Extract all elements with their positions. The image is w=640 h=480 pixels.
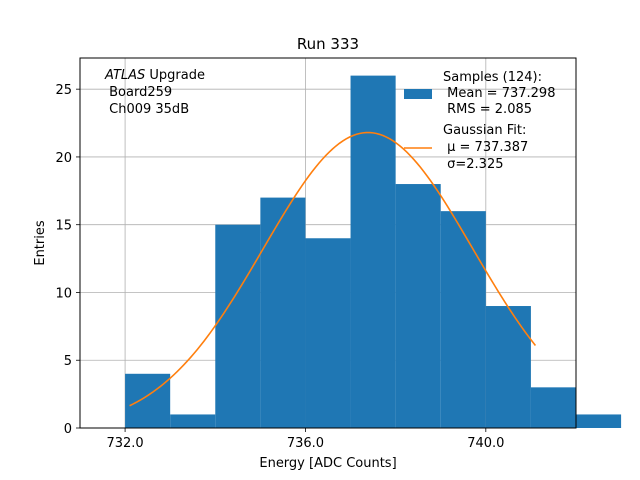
histogram-bar bbox=[305, 238, 351, 428]
y-tick-label: 20 bbox=[55, 151, 72, 166]
histogram-bar bbox=[395, 184, 441, 428]
y-axis-label: Entries bbox=[33, 220, 48, 266]
annotation-line-2: Board259 bbox=[105, 85, 172, 100]
legend-samples-rms: RMS = 2.085 bbox=[443, 102, 532, 117]
histogram-bar bbox=[350, 75, 396, 428]
legend-fit-mu: μ = 737.387 bbox=[443, 140, 528, 155]
y-tick-label: 15 bbox=[55, 219, 72, 234]
histogram-bar bbox=[576, 414, 622, 428]
ticks-layer: 732.0 736.0 740.0 0 5 10 15 20 25 bbox=[55, 83, 504, 451]
x-tick-label: 736.0 bbox=[287, 436, 324, 451]
legend-samples-mean: Mean = 737.298 bbox=[443, 86, 555, 101]
y-tick-label: 5 bbox=[64, 354, 72, 369]
legend: Samples (124): Mean = 737.298 RMS = 2.08… bbox=[404, 70, 555, 172]
histogram-bar bbox=[485, 306, 531, 428]
x-axis-label: Energy [ADC Counts] bbox=[259, 456, 396, 471]
chart-title: Run 333 bbox=[297, 35, 359, 53]
fit-layer bbox=[129, 131, 537, 407]
annotation-text: ATLAS Upgrade Board259 Ch009 35dB bbox=[104, 68, 205, 117]
x-tick-label: 732.0 bbox=[106, 436, 143, 451]
annotation-atlas: ATLAS bbox=[104, 68, 145, 83]
annotation-line-1: ATLAS Upgrade bbox=[104, 68, 205, 83]
histogram-bar bbox=[170, 414, 216, 428]
legend-fit-title: Gaussian Fit: bbox=[443, 123, 526, 138]
annotation-line-3: Ch009 35dB bbox=[105, 102, 189, 117]
legend-samples-title: Samples (124): bbox=[443, 70, 542, 85]
histogram-bar bbox=[125, 373, 171, 428]
x-tick-label: 740.0 bbox=[467, 436, 504, 451]
axes-frame bbox=[79, 57, 577, 429]
y-tick-label: 10 bbox=[55, 286, 72, 301]
legend-fit-sigma: σ=2.325 bbox=[443, 157, 503, 172]
gaussian-fit-line bbox=[129, 131, 537, 407]
legend-samples-swatch bbox=[404, 89, 432, 99]
histogram-bar bbox=[260, 197, 306, 428]
histogram-bar bbox=[440, 211, 486, 428]
y-tick-label: 25 bbox=[55, 83, 72, 98]
histogram-bar bbox=[530, 387, 576, 428]
annotation-upgrade: Upgrade bbox=[145, 68, 205, 83]
histogram-bar bbox=[215, 224, 261, 428]
y-tick-label: 0 bbox=[64, 422, 72, 437]
